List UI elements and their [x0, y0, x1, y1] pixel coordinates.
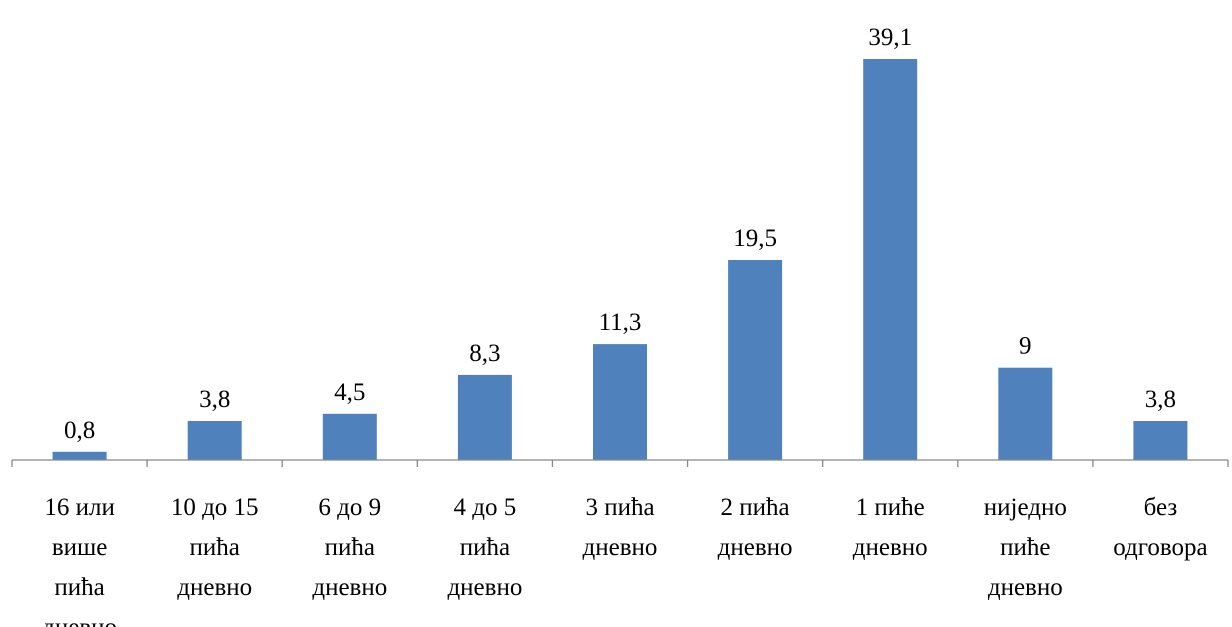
category-label-line: дневно: [447, 574, 522, 601]
bar: [998, 367, 1053, 460]
category-label-line: 4 до 5: [454, 494, 517, 521]
category-label-line: пића: [460, 534, 510, 561]
category-label-line: 1 пиће: [856, 494, 925, 521]
category-label-line: без: [1144, 494, 1178, 521]
x-axis: [11, 459, 1229, 467]
category-label-line: дневно: [853, 534, 928, 561]
category-label-line: одговора: [1113, 534, 1207, 561]
data-label: 11,3: [599, 309, 642, 336]
category-label-line: 16 или: [44, 494, 114, 521]
bar: [728, 260, 783, 460]
category-label: 10 до 15 пића дневно: [171, 494, 259, 601]
bar: [322, 413, 377, 460]
bar: [1133, 421, 1188, 460]
category-label: 2 пића дневно: [718, 494, 793, 561]
category-label-line: дневно: [177, 574, 252, 601]
data-label: 8,3: [469, 340, 500, 367]
category-label-line: пиће: [1000, 534, 1050, 561]
data-label: 3,8: [199, 386, 230, 413]
data-label: 19,5: [733, 225, 777, 252]
category-label-line: 6 до 9: [318, 494, 381, 521]
bar: [52, 451, 107, 460]
category-label: ниједно пиће дневно: [984, 494, 1067, 601]
data-label: 0,8: [64, 417, 95, 444]
category-label-line: дневно: [312, 574, 387, 601]
category-label-line: пића: [190, 534, 240, 561]
bar: [457, 374, 512, 460]
data-label: 3,8: [1145, 386, 1176, 413]
category-label: 1 пиће дневно: [853, 494, 928, 561]
category-label-line: дневно: [42, 614, 117, 627]
category-label: 16 или више пића дневно: [42, 494, 117, 627]
bar: [863, 59, 918, 460]
category-label-line: 10 до 15: [171, 494, 259, 521]
data-label: 9: [1019, 333, 1032, 360]
category-label: 4 до 5 пића дневно: [447, 494, 522, 601]
category-label-line: 3 пића: [585, 494, 654, 521]
category-label-line: дневно: [988, 574, 1063, 601]
category-label-line: пића: [325, 534, 375, 561]
bar: [187, 421, 242, 460]
category-label-line: 2 пића: [721, 494, 790, 521]
category-label: 3 пића дневно: [583, 494, 658, 561]
category-label-line: дневно: [718, 534, 793, 561]
bar: [593, 344, 647, 460]
bars-group: [52, 59, 1188, 460]
data-labels-group: 0,8 3,8 4,5 8,3 11,3 19,5 39,1 9 3,8: [64, 24, 1176, 444]
data-label: 39,1: [868, 24, 912, 51]
data-label: 4,5: [334, 379, 365, 406]
category-label-line: пића: [54, 574, 104, 601]
category-label: 6 до 9 пића дневно: [312, 494, 387, 601]
category-label: без одговора: [1113, 494, 1207, 561]
category-label-line: више: [52, 534, 108, 561]
category-label-line: дневно: [583, 534, 658, 561]
category-label-line: ниједно: [984, 494, 1067, 521]
category-labels-group: 16 иливишепићадневно10 до 15пићадневно6 …: [42, 494, 1207, 627]
